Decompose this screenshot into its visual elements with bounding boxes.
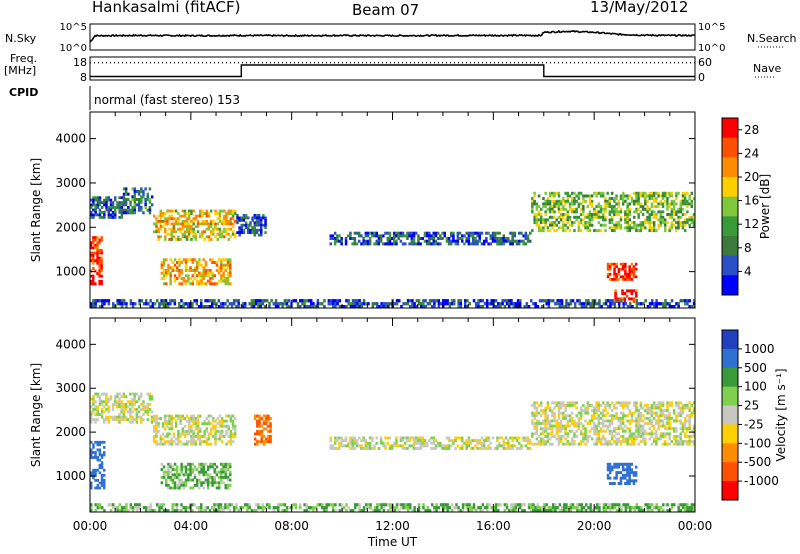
- velocity-colorbar-segment: [722, 424, 738, 444]
- xaxis-label: Time UT: [367, 535, 418, 549]
- power-echo-region: [329, 231, 532, 246]
- nsearch-ytick: 10^0: [698, 43, 725, 54]
- nsky-ytick: 10^5: [60, 22, 87, 33]
- power-colorbar-segment: [722, 255, 738, 276]
- power-colorbar-ticklabel: 24: [744, 146, 759, 160]
- velocity-echo-region: [90, 503, 696, 513]
- velocity-echo-region: [160, 462, 232, 490]
- velocity-colorbar-frame: [721, 329, 739, 501]
- velocity-colorbar-segment: [722, 348, 738, 369]
- velocity-echo-region: [329, 436, 532, 450]
- freq-line: [90, 64, 695, 78]
- freq-label: Freq.: [10, 52, 38, 65]
- power-ytick-label: 3000: [55, 176, 86, 190]
- xtick-label: 12:00: [375, 519, 410, 533]
- power-colorbar-segment: [722, 236, 738, 257]
- freq-unit-label: [MHz]: [4, 64, 37, 77]
- beam-title: Beam 07: [352, 1, 420, 19]
- velocity-colorbar-ticklabel: -500: [744, 455, 771, 469]
- velocity-colorbar-ticklabel: -25: [744, 417, 764, 431]
- velocity-echo-region: [253, 414, 272, 446]
- power-colorbar-frame: [721, 117, 739, 296]
- date-title: 13/May/2012: [590, 0, 689, 16]
- velocity-echo-region: [90, 440, 106, 490]
- nsky-ytick: 10^0: [60, 43, 87, 54]
- power-echo-region: [160, 258, 232, 286]
- power-colorbar-ticklabel: 12: [744, 217, 759, 231]
- freq-panel-frame: [89, 56, 696, 81]
- velocity-colorbar-segment: [722, 462, 738, 482]
- velocity-colorbar-ticklabel: 100: [744, 380, 767, 394]
- power-colorbar-ticklabel: 4: [744, 264, 752, 278]
- xtick-label: 08:00: [274, 519, 309, 533]
- velocity-colorbar-segment: [722, 330, 738, 350]
- nsearch-label: N.Search: [747, 32, 797, 45]
- power-colorbar-ticklabel: 28: [744, 123, 759, 137]
- velocity-ytick-label: 1000: [55, 469, 86, 483]
- velocity-echo-region: [606, 462, 638, 485]
- xtick-label: 20:00: [577, 519, 612, 533]
- freq-ytick: 8: [80, 71, 87, 84]
- nave-ytick: 60: [698, 56, 712, 69]
- power-colorbar-segment: [722, 137, 738, 158]
- xtick-label: 16:00: [476, 519, 511, 533]
- nsky-label: N.Sky: [5, 32, 37, 45]
- nsky-panel-frame: [89, 23, 696, 51]
- power-colorbar-ticklabel: 16: [744, 194, 759, 208]
- power-ylabel: Slant Range [km]: [29, 158, 43, 262]
- xtick-label: 00:00: [73, 519, 108, 533]
- velocity-ytick-label: 2000: [55, 425, 86, 439]
- power-ytick-label: 2000: [55, 220, 86, 234]
- velocity-colorbar-ticklabel: 1000: [744, 342, 775, 356]
- power-ytick-label: 4000: [55, 132, 86, 146]
- nave-ytick: 0: [698, 71, 705, 84]
- velocity-colorbar-ticklabel: 500: [744, 361, 767, 375]
- nave-label: Nave: [753, 62, 782, 75]
- velocity-colorbar-segment: [722, 367, 738, 388]
- nsearch-ytick: 10^5: [698, 22, 725, 33]
- power-ytick-label: 1000: [55, 265, 86, 279]
- cpid-text: normal (fast stereo) 153: [94, 93, 241, 107]
- power-colorbar-segment: [722, 177, 738, 198]
- velocity-echo-region: [531, 401, 696, 446]
- nsky-line: [89, 29, 696, 43]
- power-colorbar-ticklabel: 20: [744, 170, 759, 184]
- power-colorbar-label: Power [dB]: [758, 174, 772, 239]
- velocity-colorbar-segment: [722, 481, 738, 501]
- power-echo-region: [90, 196, 124, 219]
- power-echo-region: [236, 214, 267, 237]
- power-echo-region: [122, 187, 154, 215]
- freq-ytick: 18: [73, 56, 87, 69]
- velocity-ytick-label: 4000: [55, 337, 86, 351]
- power-colorbar-segment: [722, 157, 738, 178]
- velocity-ylabel: Slant Range [km]: [29, 363, 43, 467]
- velocity-colorbar-segment: [722, 386, 738, 407]
- cpid-label: CPID: [9, 86, 39, 99]
- velocity-echo-region: [90, 392, 154, 424]
- xtick-label: 04:00: [174, 519, 209, 533]
- velocity-colorbar-segment: [722, 443, 738, 463]
- velocity-colorbar-ticklabel: -100: [744, 436, 771, 450]
- power-echo-region: [531, 191, 696, 233]
- power-echo-region: [90, 299, 696, 309]
- power-colorbar-segment: [722, 216, 738, 237]
- xtick-label: 00:00: [678, 519, 713, 533]
- power-colorbar-segment: [722, 275, 738, 296]
- power-echo-region: [153, 209, 237, 241]
- power-colorbar-segment: [722, 118, 738, 139]
- power-echo-region: [606, 262, 638, 281]
- velocity-colorbar-segment: [722, 405, 738, 425]
- velocity-colorbar-label: Velocity [m s⁻¹]: [774, 368, 788, 461]
- station-title: Hankasalmi (fitACF): [92, 0, 241, 16]
- velocity-colorbar-ticklabel: 25: [744, 399, 759, 413]
- velocity-echo-region: [153, 414, 237, 446]
- velocity-colorbar-ticklabel: -1000: [744, 474, 779, 488]
- power-echo-region: [90, 236, 103, 286]
- power-colorbar-ticklabel: 8: [744, 241, 752, 255]
- velocity-ytick-label: 3000: [55, 381, 86, 395]
- power-colorbar-segment: [722, 196, 738, 217]
